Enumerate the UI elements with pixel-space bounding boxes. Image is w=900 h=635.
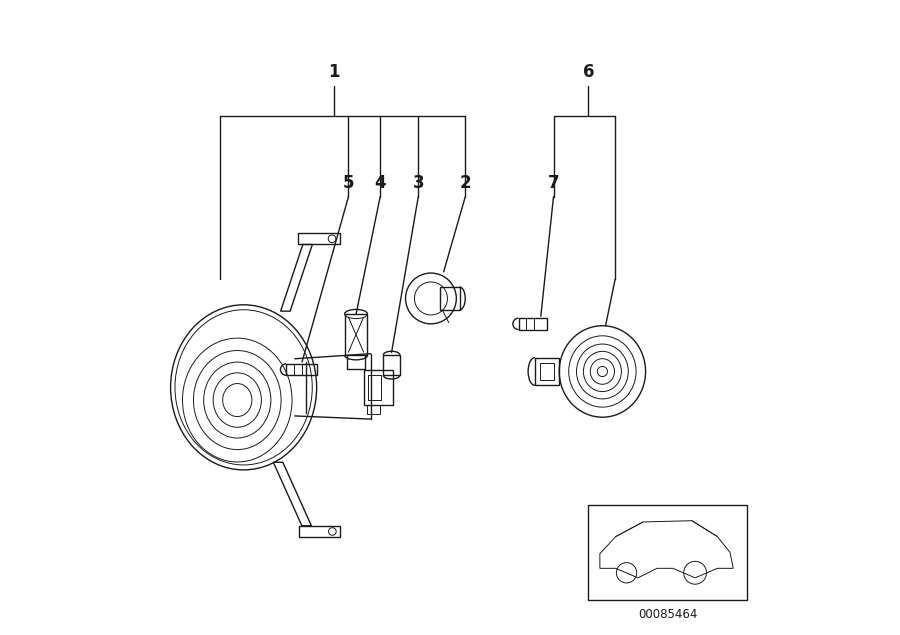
Bar (299, 526, 340, 537)
Bar (383, 355, 400, 375)
Bar (440, 287, 460, 310)
Bar (368, 375, 381, 400)
Text: 5: 5 (343, 174, 355, 192)
Bar (367, 405, 380, 414)
Bar (286, 364, 317, 375)
Bar (299, 233, 339, 244)
Bar (364, 370, 392, 405)
Text: 6: 6 (582, 63, 594, 81)
Bar (518, 318, 547, 330)
Text: 7: 7 (548, 174, 559, 192)
Bar (536, 358, 559, 385)
Bar (345, 314, 367, 355)
Text: 1: 1 (328, 63, 340, 81)
Text: 4: 4 (374, 174, 386, 192)
Bar (589, 505, 747, 600)
Text: 2: 2 (459, 174, 471, 192)
Bar (540, 363, 554, 380)
Text: 00085464: 00085464 (638, 608, 698, 620)
Text: 3: 3 (412, 174, 424, 192)
